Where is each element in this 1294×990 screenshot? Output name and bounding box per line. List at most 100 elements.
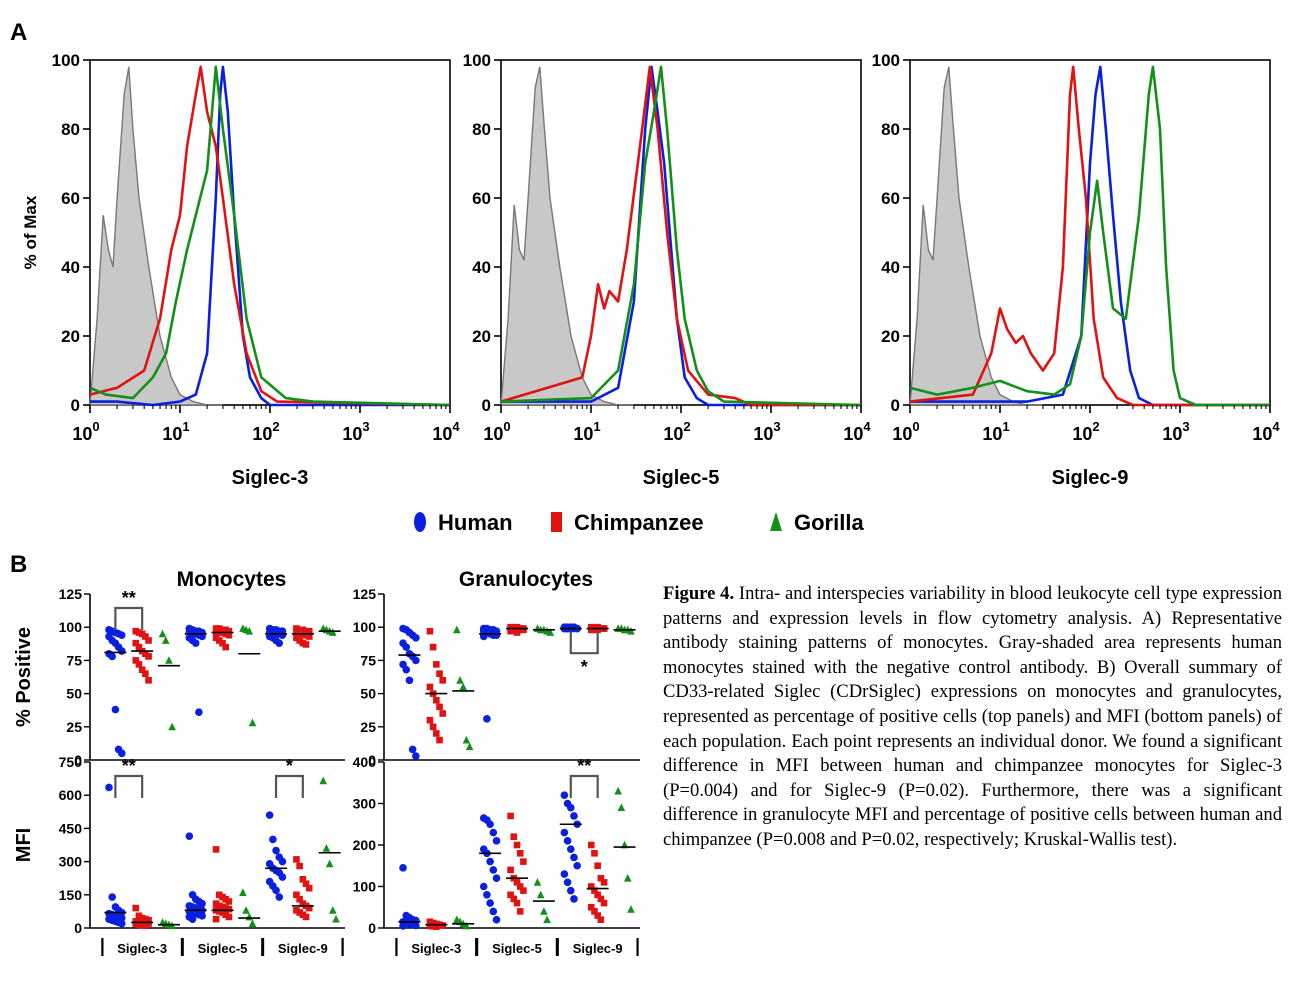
human-point: [560, 870, 569, 878]
human-point: [479, 882, 488, 891]
human-histogram: [501, 65, 861, 407]
chimpanzee-point: [513, 841, 521, 849]
human-point: [566, 886, 575, 895]
human-point: [272, 886, 280, 895]
control-histogram: [89, 66, 223, 406]
human-point: [265, 811, 274, 819]
human-point: [483, 715, 491, 723]
chimpanzee-point: [513, 629, 521, 636]
human-point: [489, 828, 498, 837]
x-tick-exponent: 4: [863, 419, 871, 434]
panel-b-label: B: [10, 551, 27, 578]
chimpanzee-point: [510, 895, 518, 903]
chimpanzee-point: [597, 916, 605, 923]
human-point: [412, 752, 420, 760]
chimpanzee-point: [222, 643, 229, 651]
significance-bracket: [274, 774, 304, 798]
human-point: [399, 922, 407, 930]
chimpanzee-point: [439, 922, 447, 929]
gorilla-histogram: [500, 65, 862, 407]
chimpanzee-point: [591, 887, 598, 894]
x-tick-label: 103: [342, 419, 369, 444]
human-point: [117, 919, 126, 928]
chimpanzee-point: [600, 899, 608, 907]
x-tick-base: 10: [1162, 424, 1182, 444]
y-tick-label: 0: [74, 920, 82, 936]
y-axis-label: % of Max: [21, 195, 40, 269]
human-point: [105, 783, 113, 792]
human-point: [269, 835, 277, 844]
gorilla-point: [158, 629, 167, 638]
chimpanzee-point: [597, 874, 605, 882]
x-axis-label: Siglec-9: [1052, 467, 1129, 489]
figure-caption: Figure 4. Intra- and interspecies variab…: [663, 582, 1282, 853]
x-tick-base: 10: [843, 424, 863, 444]
chimpanzee-point: [145, 677, 152, 684]
control-histogram: [909, 66, 1043, 406]
significance-label: **: [577, 756, 591, 776]
gorilla-point: [248, 919, 257, 927]
human-point: [486, 899, 494, 907]
y-tick-label: 40: [881, 258, 900, 277]
x-tick-exponent: 2: [272, 419, 279, 434]
human-point: [405, 676, 414, 685]
chimpanzee-point: [299, 876, 307, 883]
human-point: [278, 631, 287, 639]
x-tick-base: 10: [573, 424, 593, 444]
gorilla-point: [543, 915, 551, 924]
human-point: [275, 893, 284, 901]
y-tick-label: 50: [360, 686, 376, 702]
human-point: [117, 749, 126, 758]
human-point: [486, 857, 494, 866]
y-tick-label: 100: [353, 619, 377, 635]
y-tick-label: 25: [66, 719, 82, 735]
chimpanzee-point: [296, 862, 303, 870]
y-tick-label: 300: [59, 854, 83, 870]
gorilla-point: [168, 722, 176, 731]
group-label: Siglec-5: [198, 941, 248, 956]
chimpanzee-point: [302, 641, 310, 648]
gorilla-point: [245, 912, 254, 921]
chimpanzee-point: [426, 716, 434, 724]
chimpanzee-point: [305, 627, 313, 635]
legend-label: Human: [438, 510, 513, 535]
y-tick-label: 0: [368, 920, 376, 936]
gorilla-point: [248, 718, 257, 727]
chimpanzee-point: [594, 891, 601, 899]
chimpanzee-point: [433, 923, 440, 931]
y-tick-label: 300: [353, 796, 377, 812]
x-tick-label: 102: [663, 419, 690, 444]
chimpanzee-point: [507, 812, 514, 820]
human-point: [566, 845, 575, 853]
chimpanzee-point: [296, 895, 303, 903]
y-tick-label: 40: [472, 258, 491, 277]
gorilla-point: [322, 844, 331, 852]
gorilla-point: [319, 776, 328, 785]
gorilla-point: [540, 907, 548, 915]
x-tick-exponent: 1: [1002, 419, 1009, 434]
gorilla-point: [614, 786, 622, 795]
group-label: Siglec-5: [492, 941, 542, 956]
chimpanzee-point: [135, 661, 143, 668]
chimpanzee-histogram: [909, 65, 1270, 407]
chimpanzee-point: [426, 683, 434, 691]
gorilla-point: [453, 625, 461, 634]
chimpanzee-point: [594, 912, 601, 919]
chimpanzee-point: [302, 913, 310, 921]
chimpanzee-point: [302, 880, 310, 888]
human-point: [108, 893, 116, 901]
y-tick-label: 450: [59, 820, 83, 836]
human-point: [117, 647, 126, 655]
chimpanzee-point: [587, 841, 595, 849]
chimpanzee-point: [132, 657, 140, 664]
significance-bracket: [114, 606, 144, 630]
y-tick-label: 20: [61, 327, 80, 346]
human-point: [486, 820, 494, 829]
significance-label: *: [286, 756, 293, 776]
chimpanzee-point: [516, 883, 524, 890]
scatter-title: Monocytes: [177, 568, 287, 591]
chimpanzee-point: [594, 862, 601, 870]
chimpanzee-point: [436, 670, 443, 677]
